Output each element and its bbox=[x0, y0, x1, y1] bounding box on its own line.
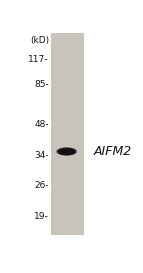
Text: 26-: 26- bbox=[34, 181, 49, 190]
Ellipse shape bbox=[60, 149, 73, 154]
Ellipse shape bbox=[59, 149, 74, 155]
Ellipse shape bbox=[60, 149, 73, 154]
Text: (kD): (kD) bbox=[30, 35, 49, 44]
Ellipse shape bbox=[57, 148, 76, 155]
Ellipse shape bbox=[62, 150, 71, 153]
Text: 117-: 117- bbox=[28, 55, 49, 64]
Ellipse shape bbox=[56, 147, 77, 156]
Ellipse shape bbox=[61, 149, 72, 154]
Text: 19-: 19- bbox=[34, 212, 49, 221]
Ellipse shape bbox=[60, 149, 74, 154]
Ellipse shape bbox=[62, 150, 72, 153]
Ellipse shape bbox=[56, 147, 77, 156]
Ellipse shape bbox=[61, 149, 72, 154]
Ellipse shape bbox=[58, 148, 75, 155]
Text: 48-: 48- bbox=[34, 120, 49, 129]
Ellipse shape bbox=[62, 150, 71, 153]
Ellipse shape bbox=[64, 150, 69, 153]
Ellipse shape bbox=[60, 149, 73, 154]
Ellipse shape bbox=[63, 150, 71, 153]
Text: AIFM2: AIFM2 bbox=[93, 145, 131, 158]
Ellipse shape bbox=[57, 148, 76, 155]
Ellipse shape bbox=[59, 149, 74, 155]
Ellipse shape bbox=[63, 150, 70, 153]
Ellipse shape bbox=[56, 147, 77, 156]
Ellipse shape bbox=[61, 149, 73, 154]
Ellipse shape bbox=[58, 148, 76, 155]
Ellipse shape bbox=[58, 148, 75, 155]
Ellipse shape bbox=[59, 148, 75, 155]
Text: 34-: 34- bbox=[34, 151, 49, 160]
Text: 85-: 85- bbox=[34, 80, 49, 89]
Ellipse shape bbox=[57, 148, 77, 155]
Bar bbox=[51, 33, 84, 235]
